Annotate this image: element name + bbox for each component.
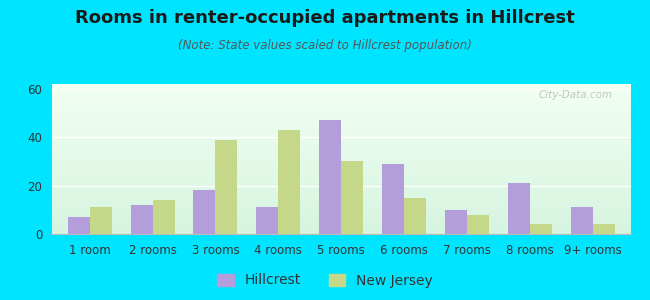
Bar	[467, 214, 489, 234]
Bar	[90, 207, 112, 234]
Bar	[530, 224, 552, 234]
Bar	[341, 161, 363, 234]
Bar	[382, 164, 404, 234]
Bar	[508, 183, 530, 234]
Text: City-Data.com: City-Data.com	[539, 90, 613, 100]
Bar	[194, 190, 216, 234]
Legend: Hillcrest, New Jersey: Hillcrest, New Jersey	[211, 268, 439, 293]
Bar	[68, 217, 90, 234]
Text: (Note: State values scaled to Hillcrest population): (Note: State values scaled to Hillcrest …	[178, 39, 472, 52]
Bar	[278, 130, 300, 234]
Text: Rooms in renter-occupied apartments in Hillcrest: Rooms in renter-occupied apartments in H…	[75, 9, 575, 27]
Bar	[404, 198, 426, 234]
Bar	[216, 140, 237, 234]
Bar	[445, 210, 467, 234]
Bar	[131, 205, 153, 234]
Bar	[593, 224, 615, 234]
Bar	[256, 207, 278, 234]
Bar	[571, 207, 593, 234]
Bar	[319, 120, 341, 234]
Bar	[153, 200, 175, 234]
